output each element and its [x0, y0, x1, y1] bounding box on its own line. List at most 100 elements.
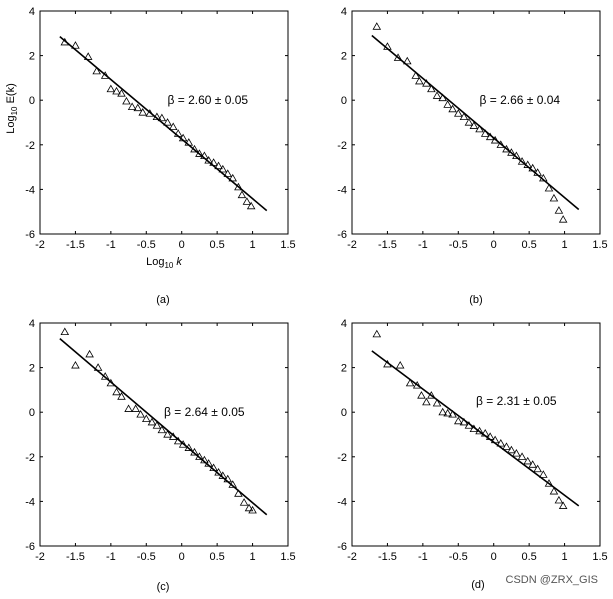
data-point: [106, 378, 116, 387]
data-point: [453, 416, 463, 425]
beta-annotation: β = 2.64 ± 0.05: [164, 405, 245, 419]
x-axis-label: Log10 k: [146, 256, 182, 270]
data-point: [523, 160, 533, 168]
data-point: [157, 425, 167, 434]
beta-annotation: β = 2.31 ± 0.05: [476, 394, 557, 408]
data-point: [372, 329, 382, 338]
y-tick-label: -6: [25, 541, 35, 553]
data-point: [415, 76, 424, 85]
y-tick-label: -6: [337, 229, 347, 241]
plot-frame: [351, 322, 601, 547]
data-point: [558, 215, 568, 223]
data-point: [432, 91, 442, 99]
y-axis-label-base: Log: [5, 115, 17, 133]
data-point: [422, 79, 431, 87]
y-tick-label: -2: [25, 140, 35, 152]
panel-a: -2 -1.5 -1 -0.5 0 0.5 1 1.5 -6 -4 -2 0 2 4 β = 2.60 ± …: [5, 6, 296, 306]
y-tick-label: 4: [29, 6, 35, 18]
x-tick-label: 0.5: [521, 551, 536, 563]
data-point: [405, 378, 415, 387]
y-tick-label: -2: [337, 140, 347, 152]
plot-frame: [351, 10, 601, 235]
data-point: [549, 193, 559, 202]
panel-b: -2 -1.5 -1 -0.5 0 0.5 1 1.5 -6 -4 -2 0 2 4 β = 2.66 ± …: [337, 6, 607, 306]
data-point: [558, 501, 568, 509]
data-point: [141, 414, 151, 422]
data-point: [475, 124, 484, 133]
x-tick-label: -1.5: [66, 551, 85, 563]
panel-label: (d): [471, 579, 484, 591]
data-point: [448, 104, 457, 113]
x-tick-label: -1: [418, 239, 428, 251]
y-tick-label: 2: [341, 363, 347, 375]
y-tick-label: -4: [25, 496, 35, 508]
data-point: [443, 100, 452, 108]
data-point: [195, 149, 204, 157]
data-point: [100, 372, 110, 380]
x-tick-label: -0.5: [137, 551, 156, 563]
panel-label: (c): [157, 581, 170, 593]
x-tick-label: 1: [250, 551, 256, 563]
fit-line: [371, 34, 580, 211]
x-tick-label: -1: [106, 551, 116, 563]
data-point: [117, 89, 126, 97]
x-tick-label: -2: [35, 551, 45, 563]
data-point: [411, 71, 421, 79]
data-point: [242, 197, 252, 205]
data-point: [485, 132, 495, 141]
data-point: [383, 42, 392, 50]
data-point: [507, 445, 516, 454]
data-point: [100, 71, 110, 79]
data-point: [133, 103, 143, 112]
data-point: [554, 495, 564, 504]
data-point: [469, 121, 479, 129]
x-axis-label-base: Log: [146, 256, 164, 268]
x-tick-label: -1.5: [66, 239, 85, 251]
data-point: [152, 112, 162, 121]
data-point: [496, 439, 506, 447]
data-point: [112, 86, 121, 95]
x-tick-label: 1: [250, 239, 256, 251]
data-point: [427, 84, 436, 93]
data-point: [427, 391, 436, 399]
data-point: [85, 349, 94, 358]
data-point: [228, 480, 238, 488]
plot-frame: [39, 322, 289, 547]
data-point: [485, 432, 495, 440]
y-tick-label: -6: [337, 541, 347, 553]
y-axis-label: Log10 E(k): [5, 83, 19, 134]
data-point: [124, 404, 133, 412]
data-point: [173, 436, 183, 445]
data-point: [195, 452, 204, 460]
data-point: [490, 435, 500, 444]
data-point: [464, 421, 474, 429]
y-tick-label: -4: [337, 496, 347, 508]
x-tick-label: 1.5: [592, 551, 607, 563]
data-point: [438, 407, 447, 416]
data-point: [190, 447, 199, 456]
x-tick-label: 0.5: [521, 239, 536, 251]
y-tick-label: 4: [341, 318, 347, 330]
data-point: [190, 144, 199, 153]
data-point: [234, 182, 243, 191]
x-tick-label: 0.5: [209, 551, 224, 563]
x-tick-label: 1: [562, 551, 568, 563]
x-tick-label: -0.5: [449, 551, 468, 563]
data-point: [163, 430, 172, 438]
data-point: [218, 164, 228, 173]
data-point: [393, 53, 403, 61]
x-tick-label: 0: [179, 239, 185, 251]
data-point: [528, 163, 537, 172]
x-axis-label-sub: 10: [164, 261, 173, 270]
data-point: [539, 470, 548, 478]
data-point: [163, 118, 172, 126]
y-tick-label: -6: [25, 229, 35, 241]
data-point: [204, 156, 213, 164]
data-point: [145, 109, 155, 117]
data-point: [422, 397, 431, 406]
x-tick-label: 1.5: [592, 239, 607, 251]
data-point: [204, 459, 213, 467]
data-point: [106, 84, 116, 93]
